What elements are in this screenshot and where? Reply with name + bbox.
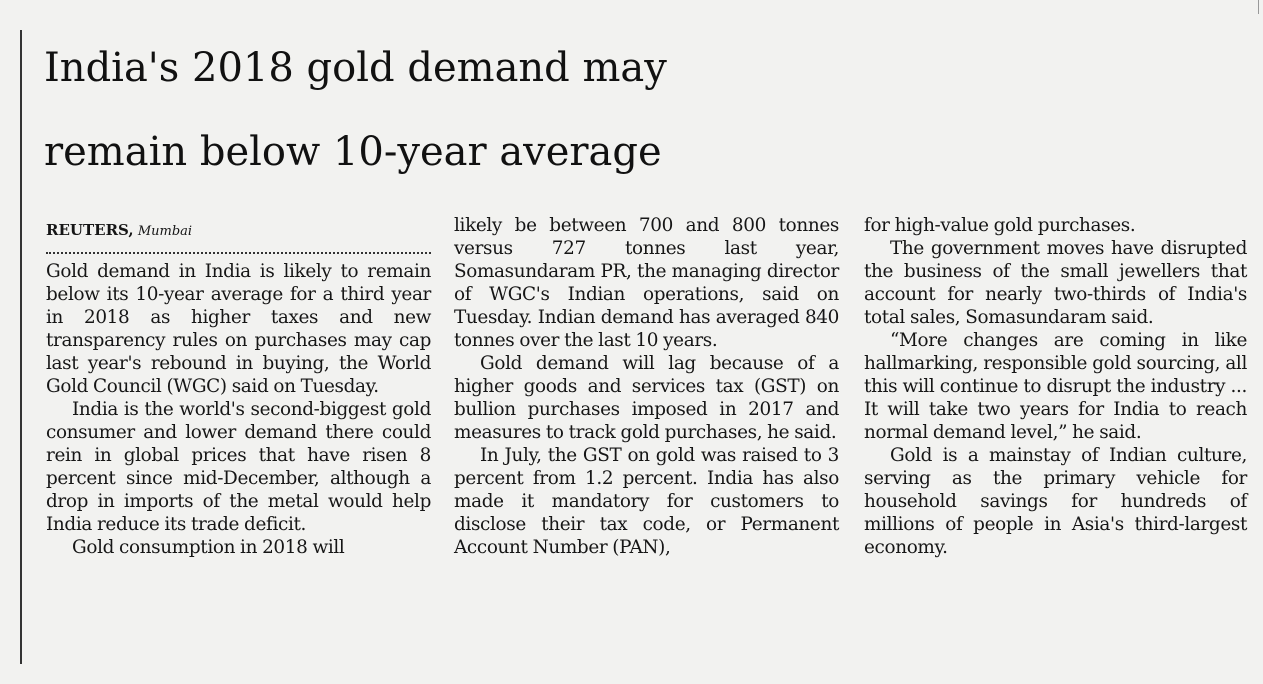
- column-rule-left: [20, 30, 22, 664]
- headline: India's 2018 gold demand may remain belo…: [44, 26, 1254, 194]
- article-column-3: for high-value gold purchases. The gover…: [864, 214, 1247, 559]
- paragraph: Gold consumption in 2018 will: [72, 537, 345, 558]
- article-column-2: likely be between 700 and 800 tonnes ver…: [454, 214, 839, 559]
- article-column-1: REUTERS, Mumbai Gold demand in India is …: [46, 214, 431, 559]
- dotted-separator: [46, 244, 431, 254]
- paragraph: Gold demand will lag because of a higher…: [454, 353, 839, 443]
- byline: REUTERS, Mumbai: [46, 220, 431, 242]
- paragraph: India is the world's second-biggest gold…: [46, 399, 431, 535]
- paragraph: “More changes are coming in like hallmar…: [864, 330, 1247, 443]
- paragraph: likely be between 700 and 800 tonnes ver…: [454, 215, 839, 351]
- edge-rule-right: [1258, 0, 1259, 14]
- paragraph: Gold is a mainstay of Indian culture, se…: [864, 445, 1247, 558]
- headline-line-2: remain below 10-year average: [44, 129, 662, 175]
- byline-place: Mumbai: [137, 224, 193, 239]
- paragraph: for high-value gold purchases.: [864, 215, 1136, 236]
- headline-line-1: India's 2018 gold demand may: [44, 45, 667, 91]
- paragraph: Gold demand in India is likely to remain…: [46, 261, 431, 397]
- byline-agency: REUTERS,: [46, 221, 134, 239]
- paragraph: In July, the GST on gold was raised to 3…: [454, 445, 839, 558]
- paragraph: The government moves have disrupted the …: [864, 238, 1247, 328]
